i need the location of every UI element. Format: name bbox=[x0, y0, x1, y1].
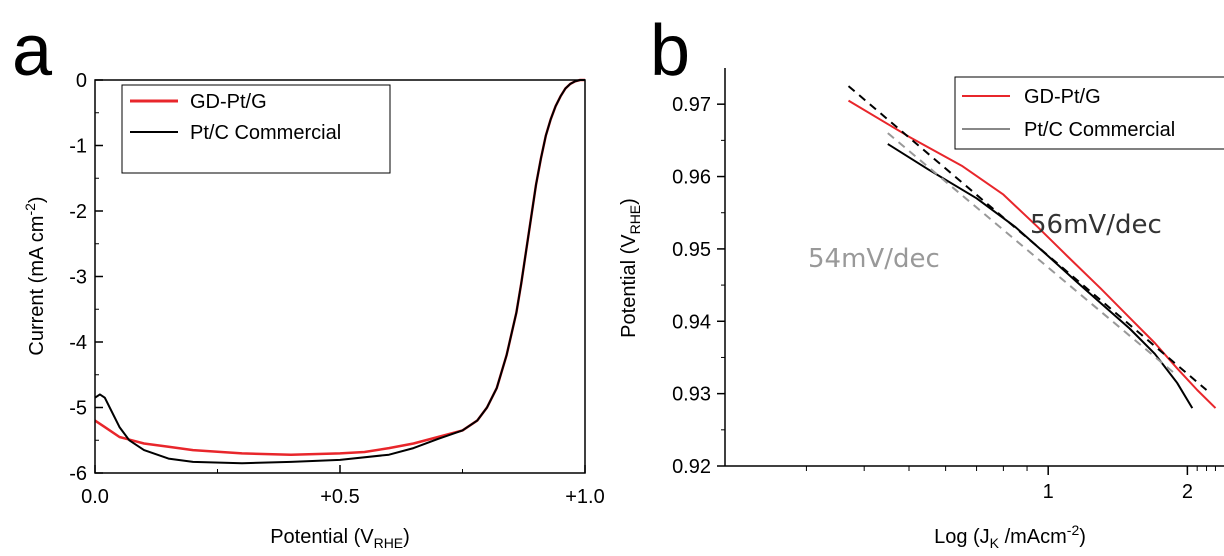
panel-a-y-tick-label: -1 bbox=[69, 136, 87, 158]
panel-a: a 0 -1 -2 -3 -4 -5 -6 0.0 +0.5 +1.0 Potential (V… bbox=[12, 11, 605, 551]
panel-a-y-ticks: 0 -1 -2 -3 -4 -5 -6 bbox=[69, 70, 103, 485]
panel-a-y-tick-label: -4 bbox=[69, 332, 87, 354]
panel-a-y-tick-label: 0 bbox=[76, 70, 87, 92]
panel-b-annotation-56mv: 56mV/dec bbox=[1030, 210, 1162, 240]
panel-a-x-tick-label: 0.0 bbox=[81, 486, 109, 508]
panel-b-x-tick-label: 2 bbox=[1182, 481, 1193, 503]
panel-a-plot bbox=[94, 78, 585, 465]
panel-a-y-tick-label: -2 bbox=[69, 201, 87, 223]
panel-b-letter: b bbox=[650, 11, 690, 91]
panel-b-y-tick-label: 0.93 bbox=[672, 384, 711, 406]
panel-b-y-tick-label: 0.94 bbox=[672, 311, 711, 333]
panel-b-y-axis-title: Potential (VRHE) bbox=[618, 198, 643, 338]
panel-a-legend-label-gd-pt-g: GD-Pt/G bbox=[190, 91, 267, 113]
panel-b-legend-box bbox=[954, 76, 1224, 150]
panel-a-x-tick-label: +0.5 bbox=[320, 486, 359, 508]
panel-b-y-tick-label: 0.96 bbox=[672, 167, 711, 189]
panel-b-x-axis-title: Log (JK /mAcm-2) bbox=[934, 522, 1086, 551]
panel-a-x-axis-title: Potential (VRHE) bbox=[270, 526, 410, 551]
panel-b-series-pt-c-commercial bbox=[887, 143, 1194, 409]
panel-b-legend: GD-Pt/G Pt/C Commercial bbox=[954, 76, 1224, 150]
panel-b-plot bbox=[847, 85, 1217, 409]
panel-a-x-tick-label: +1.0 bbox=[565, 486, 604, 508]
panel-b-y-tick-label: 0.92 bbox=[672, 456, 711, 478]
panel-b-x-tick-label: 1 bbox=[1043, 481, 1054, 503]
panel-b-y-tick-label: 0.95 bbox=[672, 239, 711, 261]
panel-a-x-ticks: 0.0 +0.5 +1.0 bbox=[81, 465, 605, 508]
panel-b-legend-label-pt-c: Pt/C Commercial bbox=[1024, 119, 1175, 141]
panel-a-y-axis-title: Current (mA cm-2) bbox=[22, 196, 48, 355]
panel-b-legend-label-gd-pt-g: GD-Pt/G bbox=[1024, 86, 1101, 108]
panel-b-annotation-54mv: 54mV/dec bbox=[808, 244, 940, 274]
panel-a-series-pt-c-commercial bbox=[94, 79, 585, 465]
panel-a-y-tick-label: -6 bbox=[69, 463, 87, 485]
panel-a-y-tick-label: -5 bbox=[69, 398, 87, 420]
panel-a-y-tick-label: -3 bbox=[69, 267, 87, 289]
panel-b-series-gd-pt-g bbox=[847, 99, 1217, 409]
panel-b-y-ticks: 0.92 0.93 0.94 0.95 0.96 0.97 bbox=[672, 94, 725, 478]
panel-a-legend-label-pt-c: Pt/C Commercial bbox=[190, 122, 341, 144]
panel-b-y-tick-label: 0.97 bbox=[672, 94, 711, 116]
panel-a-letter: a bbox=[12, 11, 53, 91]
panel-a-legend: GD-Pt/G Pt/C Commercial bbox=[121, 84, 391, 174]
panel-b-series-fit-54mv-dashed bbox=[887, 132, 1178, 377]
